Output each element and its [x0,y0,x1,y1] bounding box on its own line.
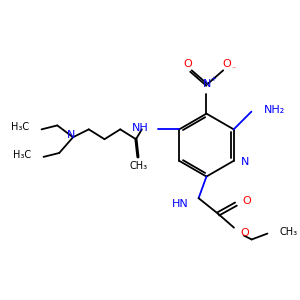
Text: N: N [241,157,249,167]
Text: NH₂: NH₂ [264,105,285,115]
Text: N: N [67,130,75,140]
Text: H₃C: H₃C [13,150,31,160]
Text: HN: HN [172,199,189,209]
Text: CH₃: CH₃ [279,226,297,237]
Text: O: O [243,196,252,206]
Text: O: O [183,59,192,70]
Text: O: O [223,59,232,70]
Text: N: N [203,79,211,89]
Text: H₃C: H₃C [11,122,29,132]
Text: CH₃: CH₃ [130,161,148,171]
Text: NH: NH [132,123,149,134]
Text: +: + [210,76,216,82]
Text: ⁻: ⁻ [232,64,236,73]
Text: O: O [240,228,249,238]
